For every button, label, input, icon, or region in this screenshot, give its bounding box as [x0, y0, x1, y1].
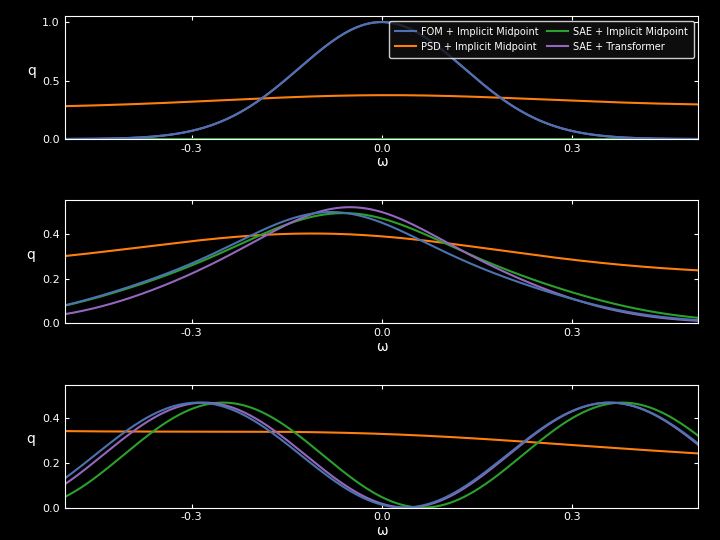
Y-axis label: q: q: [27, 64, 36, 78]
X-axis label: ω: ω: [376, 340, 387, 354]
X-axis label: ω: ω: [376, 156, 387, 170]
Y-axis label: q: q: [27, 432, 35, 446]
Y-axis label: q: q: [27, 248, 35, 262]
Legend: FOM + Implicit Midpoint, PSD + Implicit Midpoint, SAE + Implicit Midpoint, SAE +: FOM + Implicit Midpoint, PSD + Implicit …: [389, 21, 693, 58]
X-axis label: ω: ω: [376, 524, 387, 538]
